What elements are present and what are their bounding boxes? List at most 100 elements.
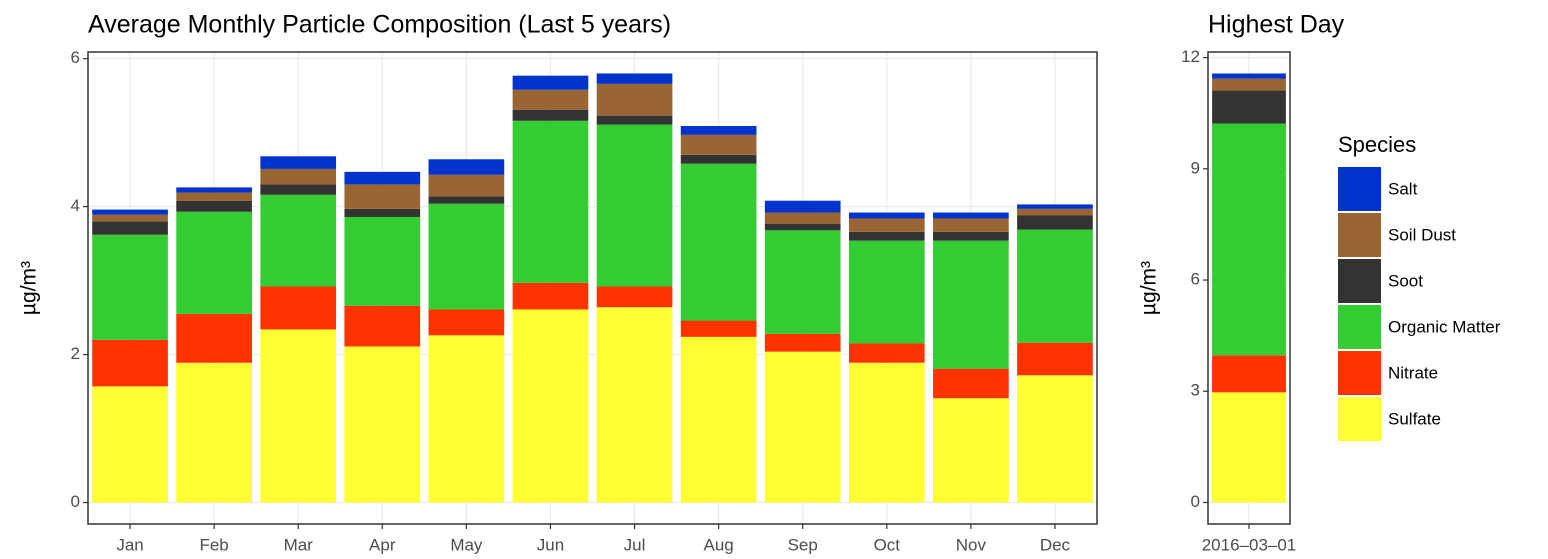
bar-segment [848, 212, 925, 219]
bar-segment [92, 221, 168, 235]
legend-label: Organic Matter [1388, 317, 1501, 336]
bar-segment [680, 336, 757, 503]
bar-segment [176, 200, 252, 212]
bar-segment [428, 174, 505, 197]
bar-segment [512, 89, 589, 110]
bar-segment [680, 163, 757, 321]
legend-label: Sulfate [1388, 409, 1441, 428]
bar-segment [92, 209, 168, 215]
bar-segment [1212, 355, 1286, 393]
bar-segment [260, 168, 337, 185]
bar-segment [512, 309, 589, 503]
bar-segment [1212, 123, 1286, 356]
y-tick-label: 9 [1191, 158, 1200, 177]
bar-segment [764, 351, 841, 503]
bar-segment [260, 156, 337, 169]
bar-segment [428, 335, 505, 503]
legend-key [1338, 305, 1381, 349]
legend-key [1338, 213, 1381, 257]
x-tick-label: Sep [788, 535, 818, 554]
bar-segment [764, 230, 841, 334]
y-tick-label: 6 [1191, 270, 1200, 289]
bar-segment [596, 124, 673, 287]
y-tick-label: 6 [71, 48, 80, 67]
x-tick-label: Dec [1040, 535, 1071, 554]
x-tick-label: Jan [116, 535, 143, 554]
bar-segment [260, 286, 337, 330]
bar-segment [764, 333, 841, 352]
bar-segment [596, 307, 673, 503]
bar-segment [428, 159, 505, 175]
bar-segment [848, 231, 925, 241]
panel-border [1207, 51, 1291, 525]
bar-segment [596, 83, 673, 116]
bar-segment [680, 134, 757, 155]
bar-segment [512, 282, 589, 310]
bar-segment [92, 214, 168, 222]
bar-segment [512, 109, 589, 121]
x-tick-label: Nov [956, 535, 987, 554]
bar-segment [1017, 215, 1093, 230]
x-tick-label: Apr [369, 535, 396, 554]
bar-segment [176, 192, 252, 201]
bar-segment [680, 154, 757, 164]
bar-segment [933, 212, 1009, 219]
bar-segment [933, 398, 1009, 503]
x-tick-label: Feb [199, 535, 228, 554]
bar-segment [1017, 375, 1093, 503]
x-tick-label: Mar [284, 535, 314, 554]
bar-segment [596, 73, 673, 84]
bar-segment [92, 234, 168, 340]
bar-segment [428, 203, 505, 310]
bar-segment [344, 171, 421, 185]
legend-title: Species [1338, 132, 1416, 157]
legend-label: Nitrate [1388, 363, 1438, 382]
bar-segment [344, 305, 421, 347]
x-tick-label: May [450, 535, 483, 554]
bar-segment [1212, 78, 1286, 91]
chart-title: Average Monthly Particle Composition (La… [88, 11, 671, 39]
bar-segment [92, 339, 168, 387]
bar-segment [596, 286, 673, 308]
bar-segment [933, 218, 1009, 232]
bar-segment [176, 362, 252, 503]
bar-segment [764, 223, 841, 231]
y-axis-label: µg/m³ [1138, 261, 1161, 315]
bar-segment [344, 184, 421, 209]
bar-segment [260, 329, 337, 503]
bar-segment [680, 125, 757, 135]
y-tick-label: 3 [1191, 381, 1200, 400]
bar-segment [344, 346, 421, 503]
bar-segment [512, 75, 589, 90]
y-tick-label: 2 [71, 344, 80, 363]
bar-segment [1212, 392, 1286, 503]
bar-segment [176, 187, 252, 193]
bar-segment [176, 313, 252, 363]
x-tick-label: 2016–03–01 [1202, 535, 1297, 554]
x-tick-label: Aug [704, 535, 734, 554]
y-tick-label: 4 [71, 196, 80, 215]
bar-segment [596, 115, 673, 125]
bar-segment [848, 240, 925, 344]
y-tick-label: 12 [1181, 47, 1200, 66]
legend-key [1338, 397, 1381, 441]
bar-segment [933, 368, 1009, 399]
legend-label: Soot [1388, 271, 1423, 290]
y-axis-label: µg/m³ [18, 261, 41, 315]
panel-border [87, 51, 1098, 525]
bar-segment [680, 320, 757, 337]
x-tick-label: Oct [874, 535, 901, 554]
legend-label: Soil Dust [1388, 225, 1456, 244]
y-tick-label: 0 [71, 492, 80, 511]
bar-segment [1017, 229, 1093, 343]
bar-segment [428, 196, 505, 204]
bar-segment [344, 216, 421, 306]
legend-key [1338, 259, 1381, 303]
bar-segment [933, 231, 1009, 241]
y-tick-label: 0 [1191, 492, 1200, 511]
bar-segment [512, 120, 589, 283]
bar-segment [848, 362, 925, 503]
x-tick-label: Jul [624, 535, 646, 554]
bar-segment [176, 211, 252, 314]
